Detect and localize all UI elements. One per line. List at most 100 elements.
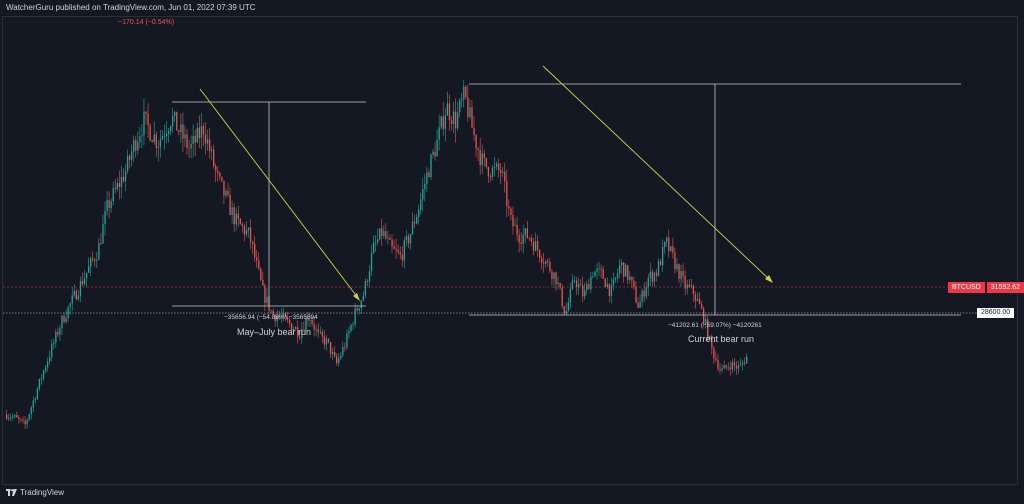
candle-body (262, 279, 264, 286)
candle-body (79, 281, 82, 296)
candle-body (741, 362, 744, 365)
candle-body (725, 365, 727, 368)
candle-body (672, 246, 674, 253)
candle-body (202, 126, 205, 135)
candle-body (655, 272, 658, 276)
candle-body (38, 378, 41, 389)
candle-body (61, 315, 63, 329)
candle-body (705, 319, 707, 324)
candle-body (411, 221, 414, 235)
candle-body (204, 134, 207, 144)
candle-body (584, 290, 586, 297)
candle-body (541, 258, 543, 263)
candle-body (311, 320, 313, 324)
candle-body (227, 191, 229, 196)
candle-body (149, 124, 151, 141)
candle-body (178, 130, 180, 133)
candle-body (188, 147, 190, 149)
candle-body (65, 318, 67, 323)
candle-body (229, 195, 231, 216)
range2-measure-text: −41202.61 (−59.07%) −4120261 (668, 322, 762, 329)
publisher-line: WatcherGuru published on TradingView.com… (6, 3, 256, 12)
candle-body (698, 298, 701, 305)
candle-body (668, 237, 670, 251)
candle-body (57, 331, 59, 335)
candle-body (647, 277, 649, 288)
candle-body (532, 241, 535, 251)
candle-body (352, 324, 354, 326)
candle-body (10, 417, 12, 419)
trendline-2-arrowhead (765, 275, 773, 283)
candle-body (483, 153, 485, 158)
candle-body (346, 333, 348, 348)
candle-body (286, 317, 289, 320)
candle-body (32, 400, 34, 408)
candle-body (309, 320, 311, 321)
candle-body (434, 151, 436, 157)
brand-text: TradingView (20, 488, 65, 497)
candle-body (221, 176, 223, 181)
candle-body (545, 261, 547, 264)
candle-body (506, 181, 508, 207)
candle-body (739, 364, 742, 366)
candle-body (707, 319, 709, 339)
candle-body (557, 282, 559, 285)
candle-body (744, 362, 746, 364)
candle-body (420, 199, 422, 210)
candle-body (325, 338, 328, 345)
candle-body (375, 242, 377, 244)
trendline-2 (542, 65, 771, 281)
candle-body (653, 272, 656, 282)
candle-body (6, 414, 8, 419)
candle-body (452, 111, 455, 124)
candle-body (618, 265, 621, 274)
tradingview-brand[interactable]: TradingView (6, 488, 64, 497)
candle-body (528, 237, 531, 239)
candle-body (524, 228, 526, 235)
candle-body (399, 252, 401, 255)
candle-body (493, 166, 496, 168)
candle-body (184, 134, 186, 139)
candle-body (163, 136, 166, 137)
candle-body (508, 206, 510, 209)
candle-body (98, 243, 100, 260)
candle-body (485, 157, 487, 168)
candle-body (225, 191, 227, 196)
candle-body (147, 113, 149, 125)
candle-body (727, 367, 729, 369)
candle-body (55, 331, 57, 343)
candle-body (358, 308, 360, 311)
candle-body (208, 139, 211, 152)
candle-body (299, 336, 301, 338)
candle-body (182, 124, 184, 139)
candle-body (73, 290, 75, 296)
candle-body (372, 242, 375, 253)
candle-body (368, 271, 371, 282)
drawing-overlays (3, 65, 977, 316)
candle-body (49, 356, 51, 362)
candle-body (270, 310, 272, 312)
candle-body (264, 285, 266, 303)
candle-body (278, 316, 280, 318)
candle-body (354, 308, 356, 325)
support-level-badge: 28600.00 (977, 308, 1015, 318)
candle-body (703, 308, 705, 324)
candle-body (96, 259, 98, 261)
candle-body (143, 111, 145, 136)
candle-body (442, 116, 444, 129)
candle-body (594, 271, 596, 277)
candle-body (631, 276, 633, 281)
candle-body (12, 416, 14, 418)
candle-body (473, 127, 475, 135)
candle-body (526, 228, 528, 238)
candle-body (247, 227, 250, 231)
candle-body (200, 126, 203, 139)
candle-body (567, 302, 569, 311)
candle-body (571, 280, 574, 290)
candle-body (438, 127, 440, 140)
candle-body (500, 170, 502, 173)
candle-body (627, 265, 629, 280)
candle-body (436, 139, 438, 157)
candle-body (266, 296, 268, 303)
